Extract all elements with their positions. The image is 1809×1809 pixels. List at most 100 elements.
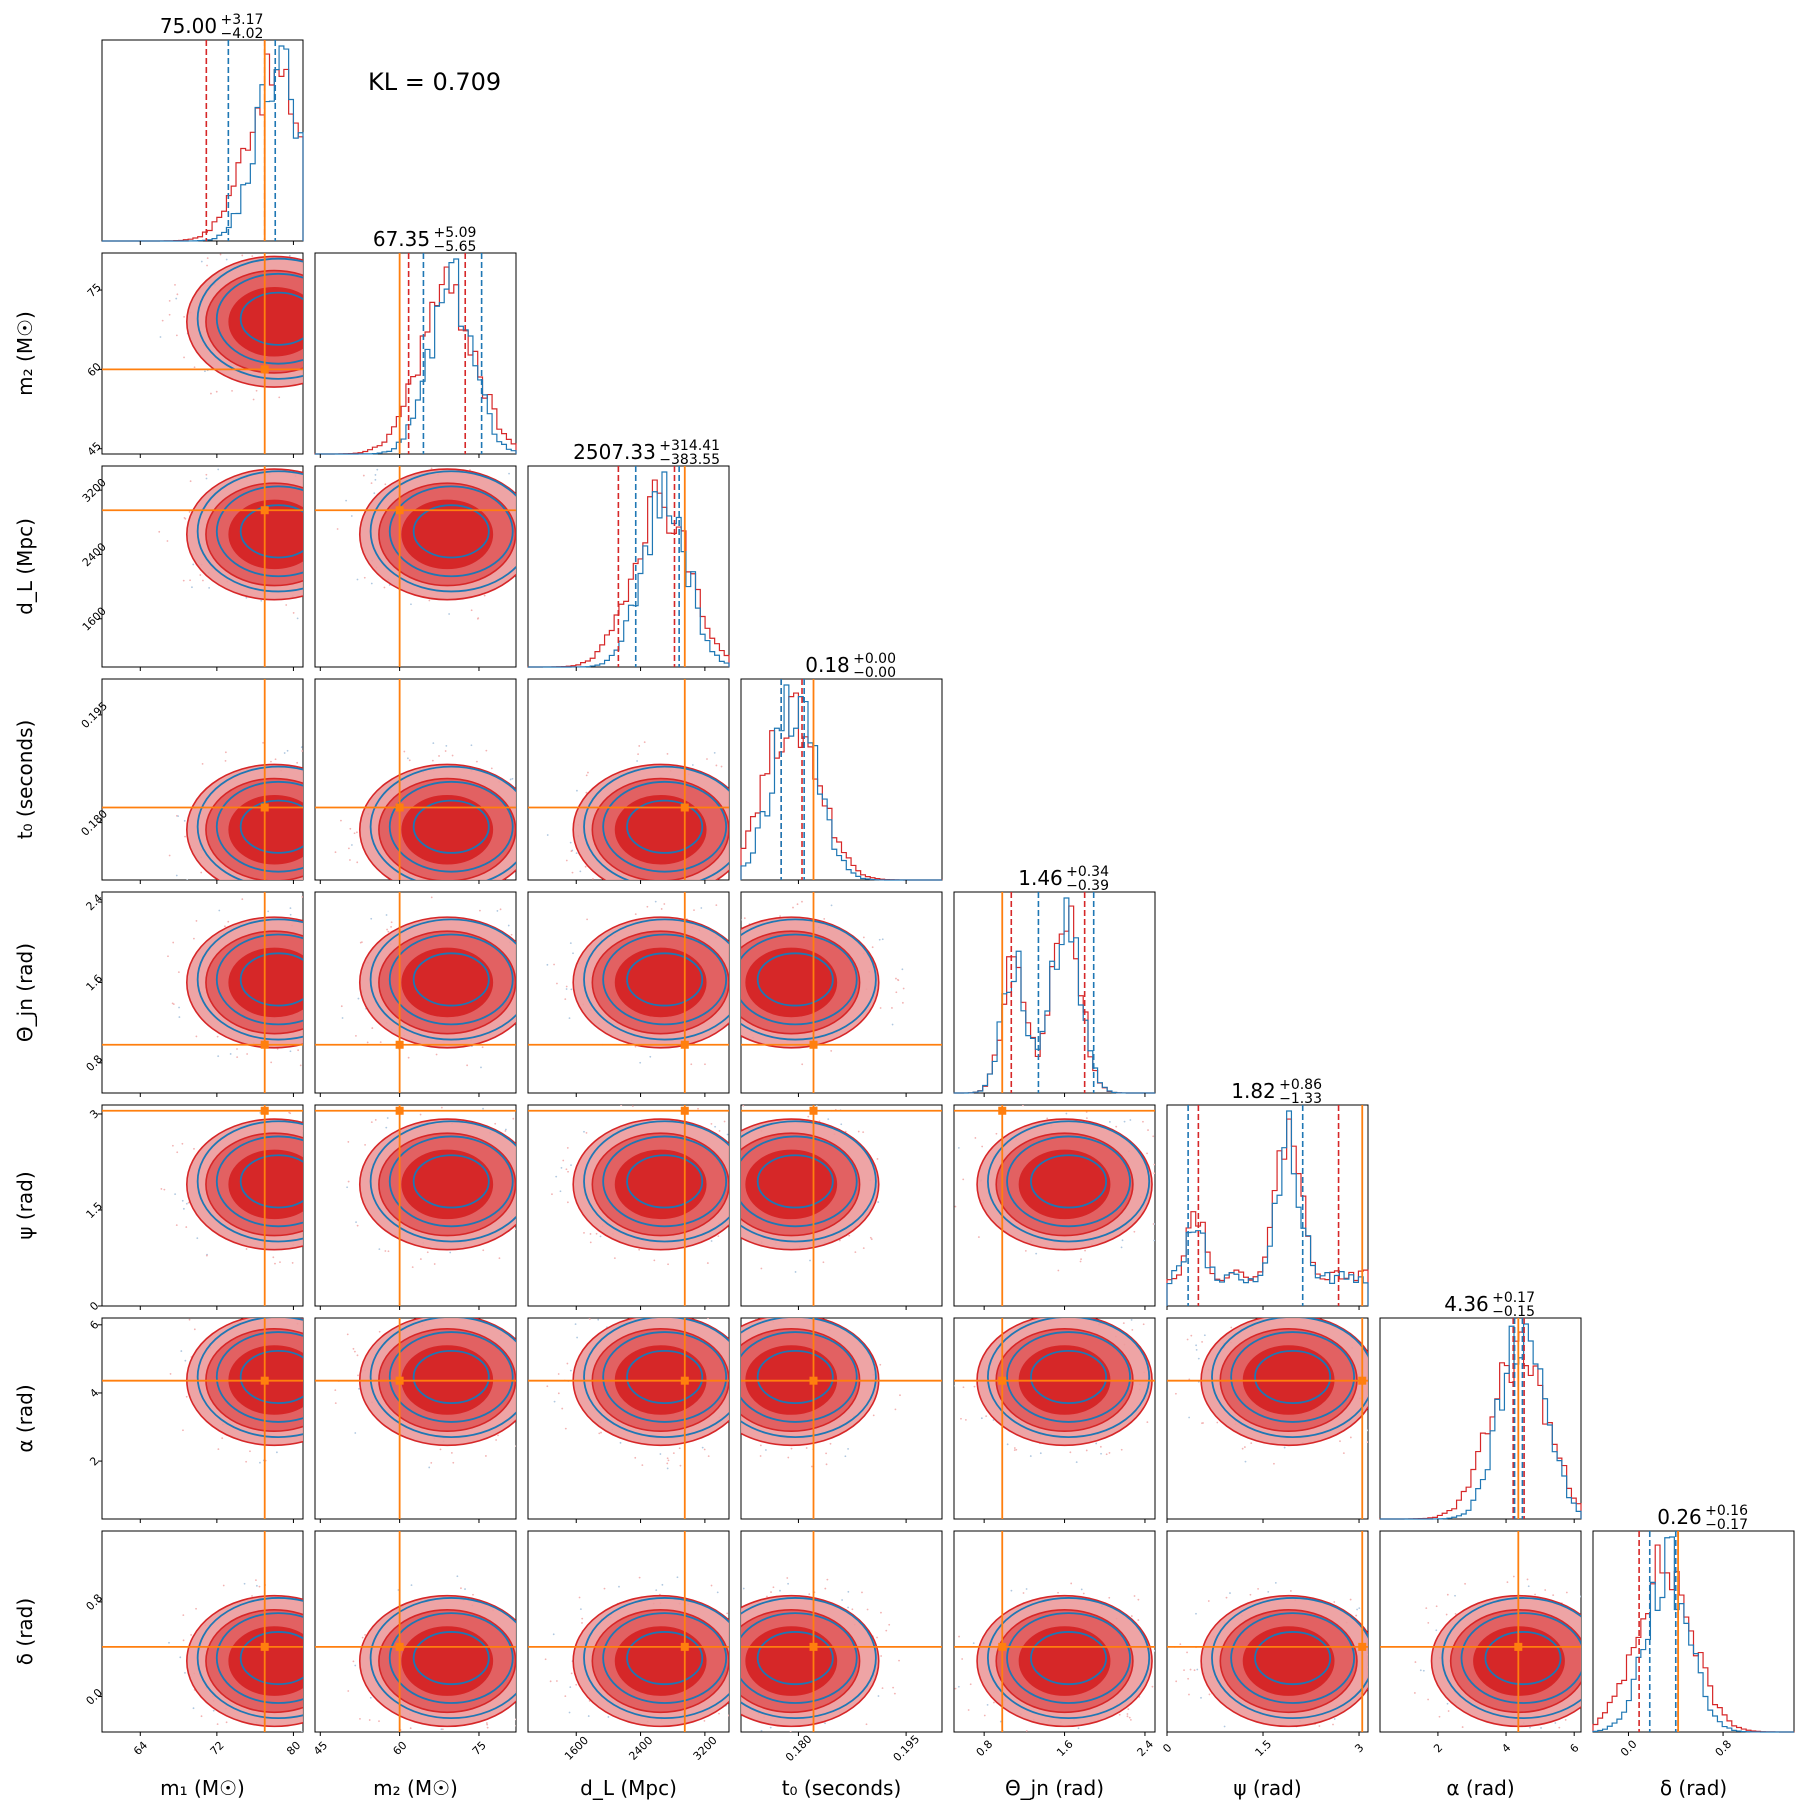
scatter-point	[433, 1263, 436, 1265]
scatter-point	[1123, 1120, 1126, 1123]
scatter-point	[309, 1053, 311, 1055]
scatter-point	[848, 1234, 851, 1237]
scatter-point	[1339, 1440, 1341, 1443]
scatter-point	[555, 1175, 558, 1178]
x-axis-label-6: α (rad)	[1446, 1776, 1514, 1800]
scatter-point	[957, 1685, 960, 1688]
panel-6-0: 246	[87, 1317, 304, 1523]
scatter-point	[1158, 1418, 1160, 1420]
scatter-point	[518, 1043, 520, 1045]
truth-marker	[395, 1106, 404, 1115]
blue-contour-2	[626, 799, 704, 854]
scatter-point	[1137, 1619, 1140, 1621]
scatter-point	[546, 963, 549, 966]
scatter-point	[243, 1582, 246, 1585]
scatter-point	[1461, 1726, 1464, 1728]
scatter-point	[1025, 1730, 1028, 1732]
scatter-point	[1529, 1726, 1531, 1729]
scatter-point	[1438, 1715, 1441, 1718]
scatter-point	[210, 884, 212, 886]
scatter-point	[759, 1444, 762, 1447]
scatter-point	[893, 1692, 896, 1695]
blue-contour-2	[626, 1349, 704, 1405]
blue-contour-1	[1460, 1612, 1581, 1704]
scatter-point	[299, 1064, 302, 1067]
scatter-point	[969, 1683, 972, 1686]
scatter-point	[697, 1107, 699, 1110]
scatter-point	[1249, 1593, 1252, 1596]
scatter-point	[1512, 1575, 1515, 1578]
scatter-point	[306, 1598, 308, 1600]
scatter-point	[742, 1587, 745, 1590]
scatter-point	[737, 1450, 739, 1452]
scatter-point	[555, 1680, 558, 1682]
scatter-point	[160, 1188, 163, 1190]
scatter-point	[166, 540, 169, 542]
scatter-point	[218, 909, 221, 912]
density-contours	[546, 741, 729, 880]
scatter-point	[522, 469, 524, 471]
scatter-point	[183, 516, 186, 519]
scatter-point	[366, 1041, 369, 1044]
scatter-point	[485, 1722, 488, 1724]
scatter-point	[1223, 1725, 1226, 1728]
blue-contour-2	[756, 1631, 834, 1686]
blue-contour-2	[412, 952, 490, 1007]
scatter-point	[200, 260, 203, 263]
scatter-point	[704, 1063, 706, 1066]
scatter-point	[847, 1606, 849, 1609]
blue-contour-0	[196, 765, 303, 880]
scatter-point	[564, 998, 567, 1001]
panel-3-2	[527, 678, 730, 884]
scatter-point	[759, 1745, 761, 1747]
scatter-point	[168, 313, 171, 316]
scatter-point	[292, 612, 295, 614]
scatter-point	[390, 921, 393, 924]
scatter-point	[660, 908, 663, 910]
y-axis-label-6: α (rad)	[13, 1384, 37, 1452]
title-minus-6: −0.15	[1492, 1304, 1535, 1320]
scatter-point	[1121, 1239, 1124, 1242]
scatter-point	[876, 1636, 878, 1639]
scatter-point	[733, 920, 735, 922]
scatter-point	[510, 933, 513, 936]
scatter-point	[356, 578, 359, 581]
scatter-point	[666, 1457, 669, 1460]
blue-contour-1	[1006, 1135, 1131, 1228]
scatter-point	[179, 1656, 182, 1659]
scatter-point	[1565, 1591, 1568, 1594]
scatter-point	[952, 1379, 954, 1381]
panel-title-1: 67.35	[373, 227, 430, 251]
blue-contour-1	[1006, 1331, 1131, 1423]
scatter-point	[159, 336, 162, 338]
scatter-point	[1022, 1105, 1024, 1107]
scatter-point	[872, 1414, 875, 1417]
scatter-point	[760, 1729, 763, 1732]
scatter-point	[619, 1441, 622, 1444]
scatter-point	[634, 1045, 637, 1048]
scatter-point	[870, 1238, 873, 1241]
panel-6-2	[527, 1317, 730, 1523]
truth-marker	[395, 1040, 404, 1049]
scatter-point	[1367, 1429, 1368, 1432]
blue-contour-2	[239, 1154, 303, 1209]
density-contours	[954, 1105, 1155, 1272]
scatter-point	[172, 1003, 175, 1006]
truth-marker	[680, 1376, 689, 1385]
scatter-point	[174, 1193, 177, 1196]
scatter-point	[1013, 1447, 1016, 1449]
scatter-point	[1130, 1615, 1133, 1617]
scatter-point	[1435, 1629, 1438, 1632]
panel-6-5	[1166, 1317, 1369, 1523]
scatter-point	[598, 1432, 601, 1435]
y-tick-label: 75	[85, 281, 104, 300]
scatter-point	[544, 1658, 547, 1661]
blue-contour-1	[215, 933, 303, 1026]
scatter-point	[482, 1249, 485, 1252]
y-axis-label-1: m₂ (M☉)	[13, 311, 37, 396]
scatter-point	[575, 1683, 578, 1686]
scatter-point	[707, 1318, 709, 1320]
scatter-point	[1031, 1311, 1033, 1313]
scatter-point	[710, 1584, 713, 1587]
scatter-point	[192, 1707, 195, 1710]
